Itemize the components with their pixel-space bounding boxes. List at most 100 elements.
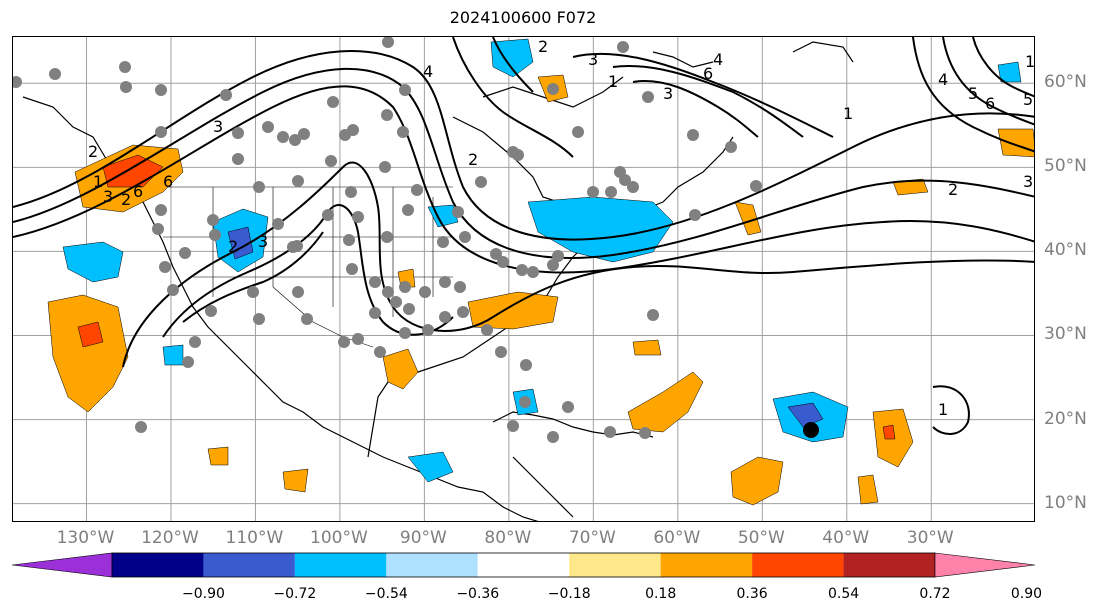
- contour-value-label: 1: [1025, 52, 1035, 71]
- station-dot: [725, 141, 737, 153]
- contour-value-label: 5: [1023, 90, 1033, 109]
- station-dot: [497, 256, 509, 268]
- station-dot: [345, 186, 357, 198]
- contour-value-label: 3: [213, 117, 223, 136]
- longitude-tick-label: 70°W: [568, 528, 616, 548]
- station-dot: [399, 327, 411, 339]
- station-dot: [527, 266, 539, 278]
- station-dot: [547, 259, 559, 271]
- station-dot: [209, 229, 221, 241]
- longitude-tick-label: 90°W: [399, 528, 447, 548]
- contour-value-label: 5: [968, 84, 978, 103]
- colorbar-cell: [294, 553, 387, 577]
- station-dot: [346, 263, 358, 275]
- station-dot: [369, 276, 381, 288]
- station-dot: [639, 427, 651, 439]
- station-dot: [397, 126, 409, 138]
- station-dot: [587, 186, 599, 198]
- contour-value-label: 3: [103, 187, 113, 206]
- contour-value-label: 2: [538, 37, 548, 56]
- station-dot: [381, 109, 393, 121]
- station-dot: [457, 306, 469, 318]
- station-dot: [572, 126, 584, 138]
- contour-value-label: 6: [163, 172, 173, 191]
- colorbar-cell: [112, 553, 204, 577]
- station-dot: [155, 84, 167, 96]
- colorbar-extend-low: [12, 552, 113, 578]
- station-dot: [439, 311, 451, 323]
- station-dot: [262, 121, 274, 133]
- colorbar-cell: [569, 553, 661, 577]
- station-dot: [642, 91, 654, 103]
- colorbar-cell: [386, 553, 478, 577]
- longitude-tick-label: 130°W: [56, 528, 115, 548]
- colorbar-tick-label: −0.18: [547, 586, 591, 602]
- station-dot: [507, 420, 519, 432]
- station-dot: [454, 281, 466, 293]
- station-dot: [605, 186, 617, 198]
- station-dot: [459, 231, 471, 243]
- station-dot: [379, 161, 391, 173]
- station-dot: [232, 127, 244, 139]
- longitude-tick-label: 40°W: [822, 528, 870, 548]
- contour-value-label: 3: [1023, 172, 1033, 191]
- station-dot: [419, 286, 431, 298]
- station-dot: [516, 264, 528, 276]
- station-dot: [452, 206, 464, 218]
- station-dot: [49, 68, 61, 80]
- station-dot: [247, 286, 259, 298]
- station-dot: [291, 240, 303, 252]
- station-dot: [155, 126, 167, 138]
- station-dot: [152, 223, 164, 235]
- station-dot: [399, 281, 411, 293]
- station-dot: [382, 37, 394, 48]
- station-dot: [369, 307, 381, 319]
- station-dot: [120, 81, 132, 93]
- station-dot: [155, 204, 167, 216]
- station-dot: [207, 214, 219, 226]
- contour-value-label: 6: [985, 94, 995, 113]
- contour-value-label: 6: [133, 182, 143, 201]
- station-dot: [614, 166, 626, 178]
- station-dot: [439, 276, 451, 288]
- station-dot: [167, 284, 179, 296]
- latitude-tick-label: 20°N: [1044, 408, 1087, 429]
- station-dot: [547, 83, 559, 95]
- contour-value-label: 4: [423, 62, 433, 81]
- station-dot: [422, 324, 434, 336]
- station-dot: [338, 336, 350, 348]
- station-dot: [647, 309, 659, 321]
- contour-value-label: 2: [468, 150, 478, 169]
- colorbar-tick-label: 0.36: [736, 586, 768, 602]
- contour-value-label: 4: [938, 70, 948, 89]
- station-dot: [490, 248, 502, 260]
- colorbar-tick-label: −0.36: [456, 586, 500, 602]
- contour-value-label: 2: [88, 142, 98, 161]
- station-dot: [298, 128, 310, 140]
- contour-value-label: 4: [713, 50, 723, 69]
- shading: [47, 38, 1034, 506]
- contour-value-label: 2: [228, 237, 238, 256]
- station-dot: [189, 336, 201, 348]
- colorbar-tick-label: 0.54: [827, 586, 860, 602]
- station-dot: [552, 250, 564, 262]
- station-dots: [13, 37, 762, 443]
- station-dot: [322, 209, 334, 221]
- station-dot: [750, 180, 762, 192]
- latitude-tick-label: 10°N: [1044, 492, 1087, 513]
- station-dot: [437, 236, 449, 248]
- station-dot: [325, 155, 337, 167]
- contours: [13, 37, 1034, 435]
- station-dot: [179, 247, 191, 259]
- station-dot: [381, 231, 393, 243]
- longitude-tick-label: 80°W: [484, 528, 532, 548]
- colorbar-tick-label: 0.90: [1010, 586, 1043, 602]
- station-dot: [519, 396, 531, 408]
- contour-value-label: 1: [93, 172, 103, 191]
- station-dot: [13, 76, 22, 88]
- contour-value-label: 3: [258, 232, 268, 251]
- station-dot: [272, 218, 284, 230]
- station-dot: [604, 426, 616, 438]
- colorbar-cell: [203, 553, 295, 577]
